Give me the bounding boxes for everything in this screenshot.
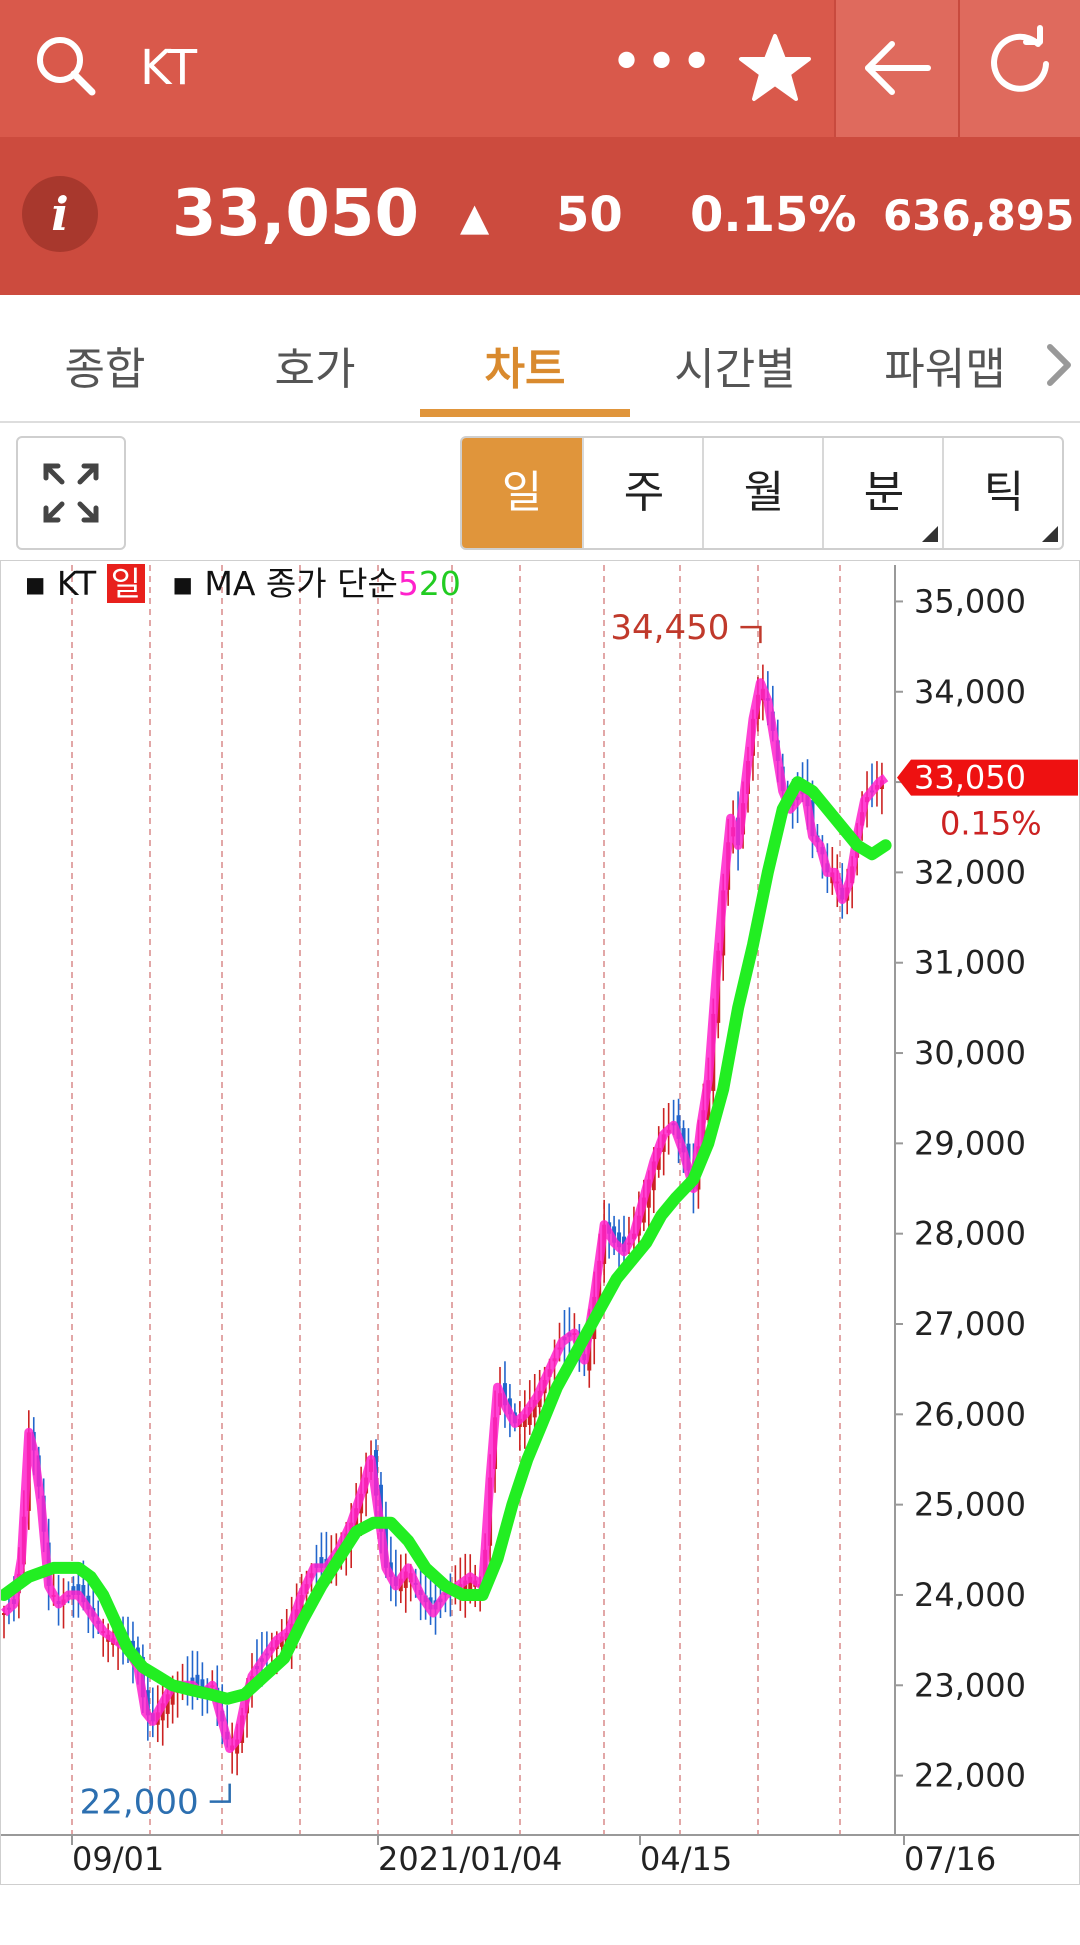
y-tick-label: 22,000 [914, 1757, 1026, 1795]
price-chart[interactable]: 34,450 22,000 22,000 23,000 24,000 25,000 26,… [0, 560, 1080, 1885]
period-daily-label: 일 [501, 467, 543, 518]
low-marker-arrow [209, 1783, 231, 1803]
current-change-label: 0.15% [940, 805, 1042, 843]
tab-bar: 종합 호가 차트 시간별 파워맵 [0, 295, 1080, 423]
legend-ma-label: MA 종가 단순 [204, 564, 398, 603]
search-icon[interactable] [30, 30, 110, 110]
star-icon[interactable] [735, 28, 815, 108]
period-monthly[interactable]: 월 [702, 438, 824, 548]
legend-ma20: 20 [418, 564, 461, 603]
y-tick-label: 27,000 [914, 1305, 1026, 1343]
x-tick-label: 09/01 [72, 1840, 164, 1878]
y-tick-label: 26,000 [914, 1395, 1026, 1433]
price-change: 50 [556, 187, 623, 243]
candle-body [463, 1580, 468, 1593]
period-daily[interactable]: 일 [462, 438, 582, 548]
period-minute[interactable]: 분 [822, 438, 944, 548]
up-arrow-icon: ▲ [460, 195, 490, 239]
candle-body [2, 1613, 6, 1616]
high-marker-label: 34,450 [610, 608, 729, 648]
chevron-right-icon[interactable] [1042, 335, 1078, 395]
period-weekly[interactable]: 주 [582, 438, 704, 548]
refresh-icon [991, 25, 1049, 92]
info-button[interactable]: i [22, 176, 98, 252]
tab-orderbook[interactable]: 호가 [274, 344, 356, 395]
y-tick-label: 23,000 [914, 1666, 1026, 1704]
dropdown-corner-icon [922, 526, 938, 542]
change-percent: 0.15% [690, 187, 857, 243]
expand-button[interactable] [16, 436, 126, 550]
candle-body [527, 1407, 532, 1425]
stock-title: KT [140, 40, 198, 96]
more-icon[interactable]: ••• [610, 30, 716, 95]
candle-body [468, 1576, 473, 1592]
back-arrow-icon [865, 41, 931, 95]
quote-bar: i 33,050 ▲ 50 0.15% 636,895 [0, 137, 1080, 295]
top-bar: KT ••• [0, 0, 1080, 137]
y-tick-label: 30,000 [914, 1034, 1026, 1072]
period-monthly-label: 월 [743, 467, 785, 518]
legend-ma-bullet: ▪ [171, 564, 194, 603]
candle-body [165, 1694, 170, 1714]
y-tick-label: 24,000 [914, 1576, 1026, 1614]
candle-body [170, 1685, 175, 1705]
volume: 636,895 [883, 191, 1075, 240]
high-marker-arrow [740, 625, 762, 644]
period-tick[interactable]: 틱 [942, 438, 1062, 548]
legend-ma5: 5 [397, 564, 419, 603]
current-price: 33,050 [172, 177, 419, 251]
y-tick-label: 34,000 [914, 673, 1026, 711]
y-tick-label: 35,000 [914, 582, 1026, 620]
tab-by-time[interactable]: 시간별 [674, 344, 796, 395]
period-tick-label: 틱 [983, 467, 1025, 518]
y-tick-label: 31,000 [914, 944, 1026, 982]
current-price-label: 33,050 [914, 759, 1026, 797]
y-tick-label: 25,000 [914, 1486, 1026, 1524]
expand-icon [43, 463, 99, 523]
y-tick-label: 29,000 [914, 1124, 1026, 1162]
legend-symbol: KT [56, 564, 97, 603]
candle-body [403, 1571, 408, 1588]
candle-body [617, 1232, 622, 1248]
legend-symbol-bullet: ▪ [24, 564, 47, 603]
candle-body [81, 1585, 86, 1603]
candle-body [319, 1557, 324, 1568]
dropdown-corner-icon [1042, 526, 1058, 542]
candle-body [76, 1584, 81, 1595]
tab-summary[interactable]: 종합 [64, 344, 146, 395]
active-tab-indicator [420, 409, 630, 417]
x-tick-label: 2021/01/04 [378, 1840, 562, 1878]
back-button[interactable] [836, 0, 958, 137]
refresh-button[interactable] [960, 0, 1080, 137]
ma20-line [0, 776, 892, 1705]
legend-period-badge: 일 [106, 564, 145, 603]
y-tick-label: 28,000 [914, 1215, 1026, 1253]
current-price-badge [897, 759, 1078, 796]
divider [834, 0, 836, 137]
tab-chart[interactable]: 차트 [484, 344, 566, 395]
period-selector: 일 주 월 분 틱 [460, 436, 1064, 550]
period-minute-label: 분 [863, 467, 905, 518]
y-tick-label: 32,000 [914, 853, 1026, 891]
candle-body [532, 1399, 537, 1418]
x-tick-label: 07/16 [904, 1840, 996, 1878]
candle-body [522, 1414, 527, 1428]
divider [958, 0, 960, 137]
chart-legend: ▪ KT 일 ▪ MA 종가 단순520 [24, 562, 461, 606]
tab-powermap[interactable]: 파워맵 [884, 344, 1006, 395]
x-tick-label: 04/15 [640, 1840, 732, 1878]
low-marker-label: 22,000 [80, 1783, 199, 1823]
candle-body [195, 1674, 200, 1690]
period-weekly-label: 주 [623, 467, 665, 518]
